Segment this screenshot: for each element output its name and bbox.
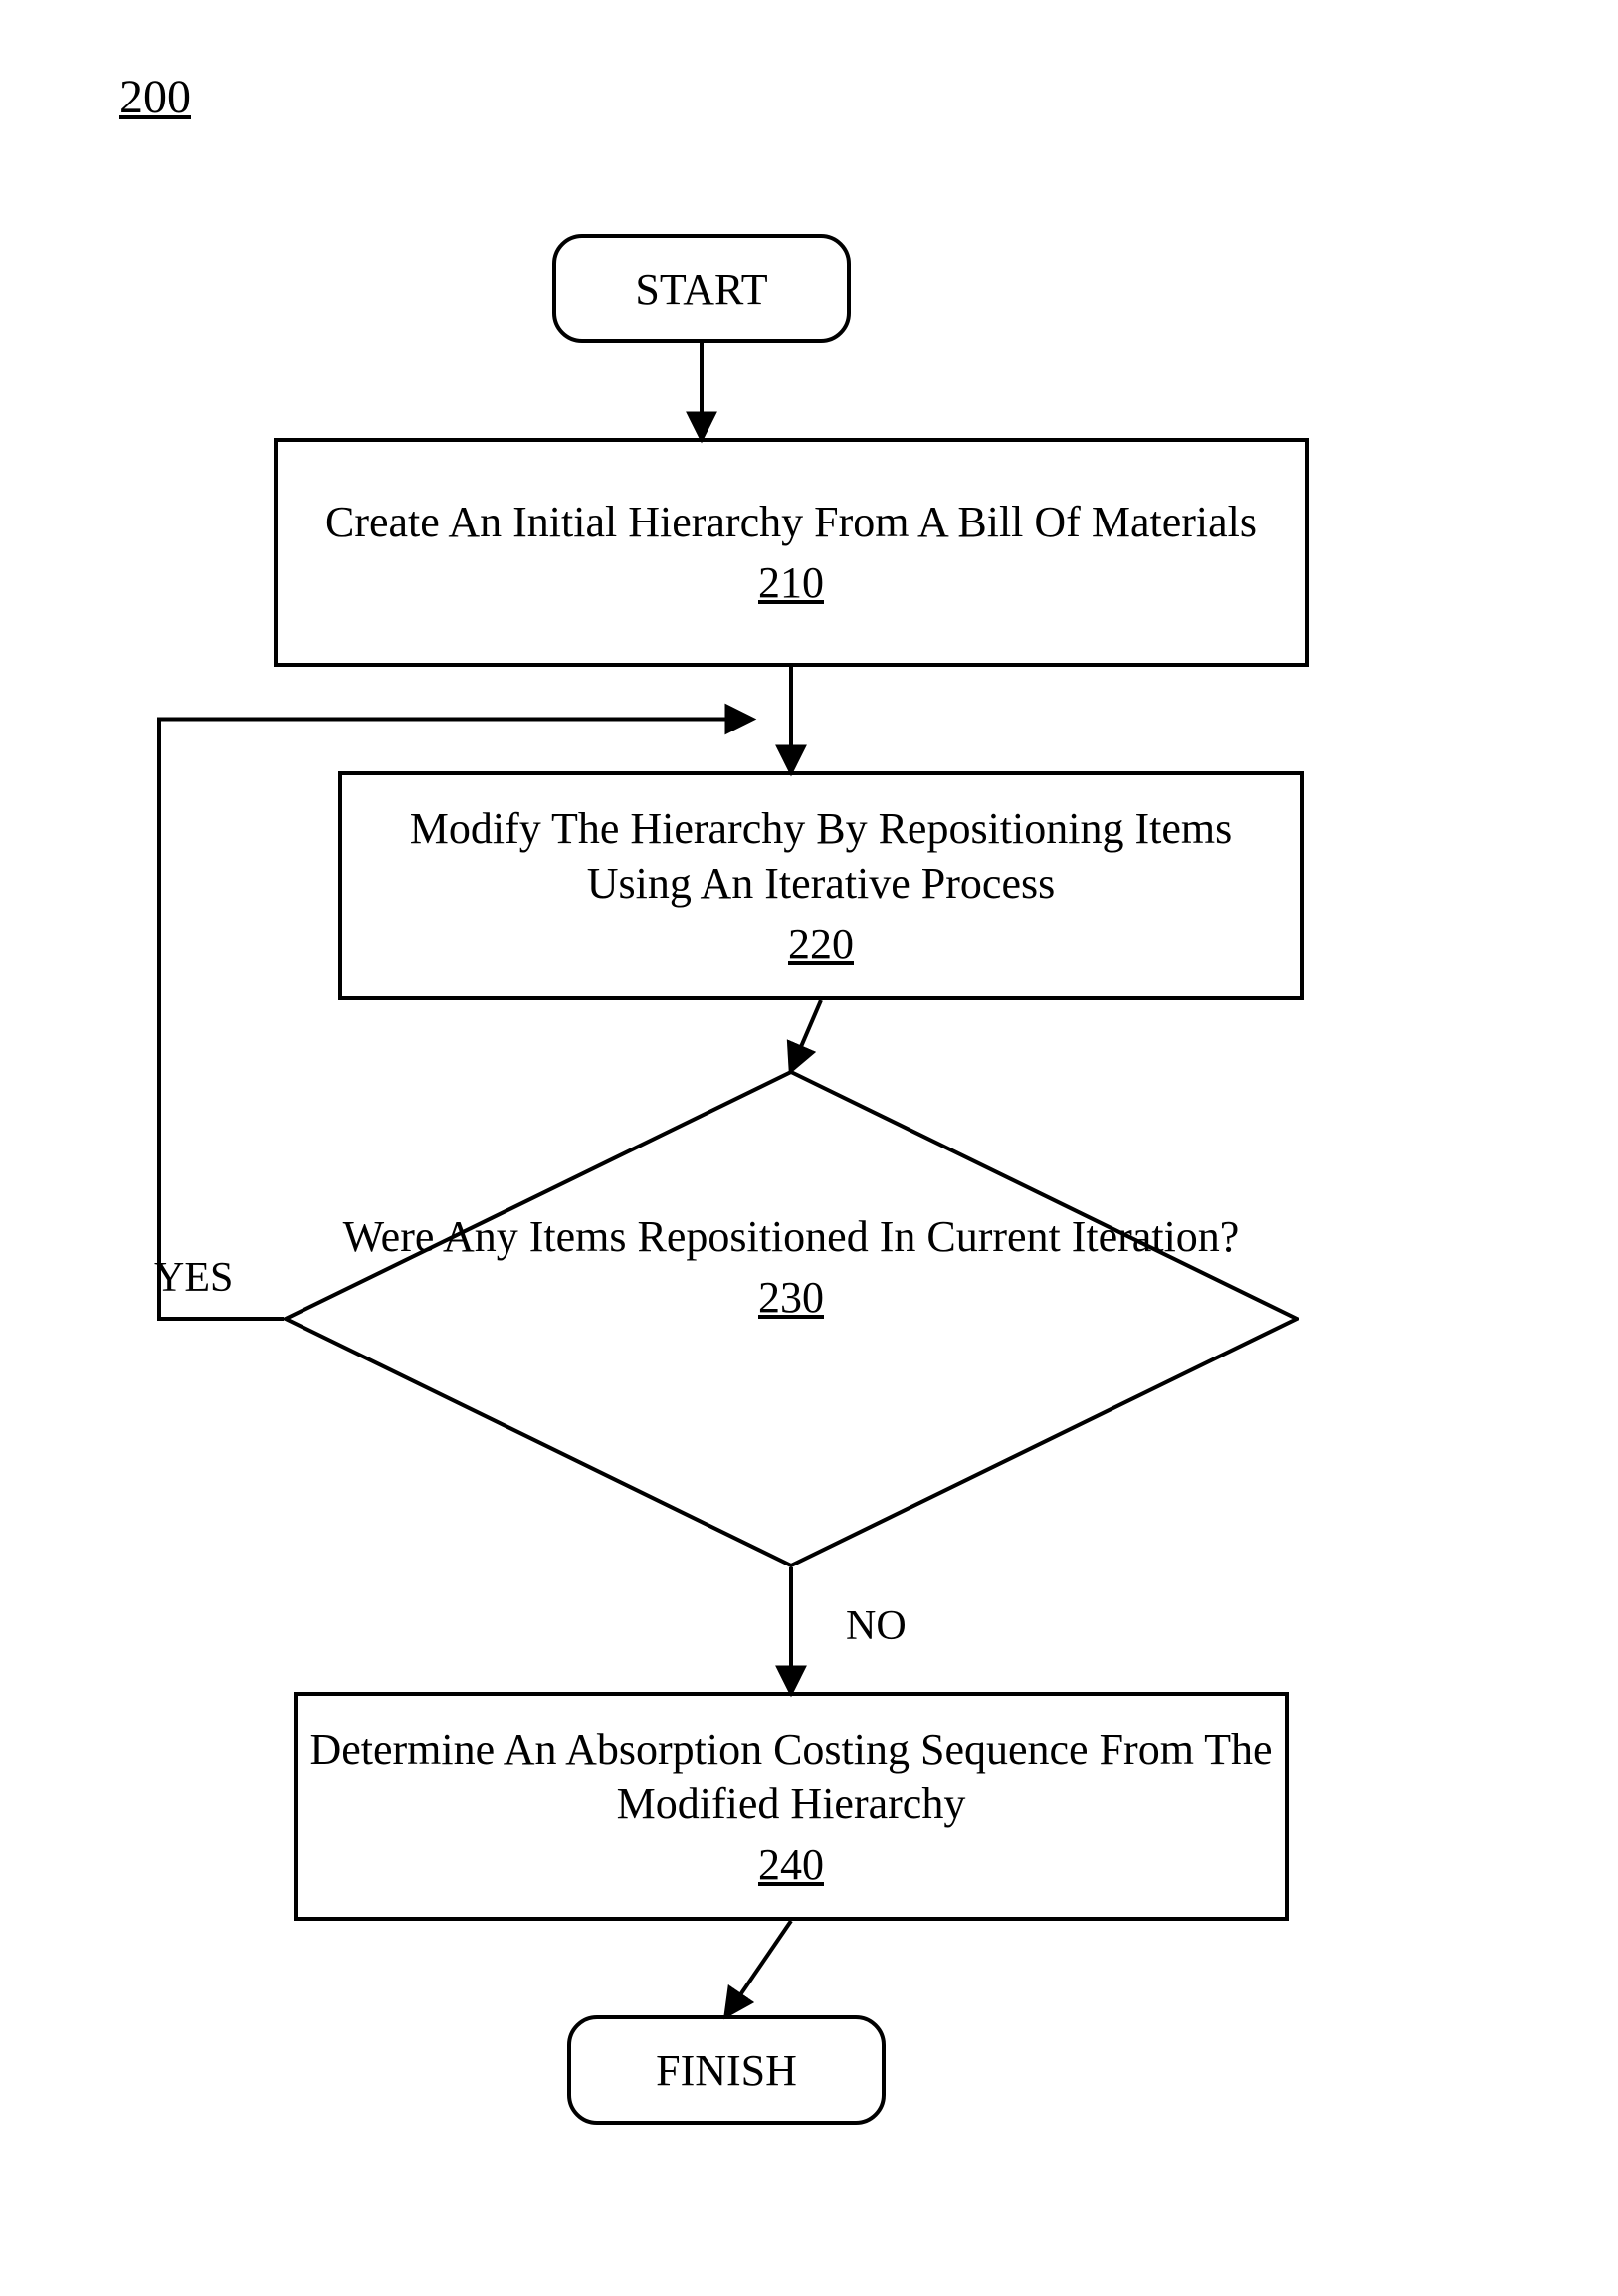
- process-220-num: 220: [788, 917, 854, 971]
- process-220-text: Modify The Hierarchy By Repositioning It…: [352, 801, 1290, 911]
- process-210: Create An Initial Hierarchy From A Bill …: [274, 438, 1309, 667]
- finish-terminal: FINISH: [567, 2015, 886, 2125]
- finish-text: FINISH: [656, 2045, 797, 2096]
- start-terminal: START: [552, 234, 851, 343]
- decision-230-textwrap: Were Any Items Repositioned In Current I…: [284, 1209, 1299, 1325]
- process-240-text: Determine An Absorption Costing Sequence…: [307, 1722, 1275, 1831]
- process-210-num: 210: [758, 555, 824, 610]
- process-210-text: Create An Initial Hierarchy From A Bill …: [325, 495, 1257, 549]
- process-220: Modify The Hierarchy By Repositioning It…: [338, 771, 1304, 1000]
- decision-230-num: 230: [758, 1270, 824, 1325]
- decision-230-text: Were Any Items Repositioned In Current I…: [284, 1209, 1299, 1264]
- decision-230: Were Any Items Repositioned In Current I…: [284, 1070, 1299, 1567]
- figure-label: 200: [119, 70, 191, 124]
- start-text: START: [635, 264, 767, 314]
- no-label: NO: [846, 1602, 907, 1650]
- process-240-num: 240: [758, 1837, 824, 1892]
- process-240: Determine An Absorption Costing Sequence…: [294, 1692, 1289, 1921]
- yes-label: YES: [154, 1254, 233, 1302]
